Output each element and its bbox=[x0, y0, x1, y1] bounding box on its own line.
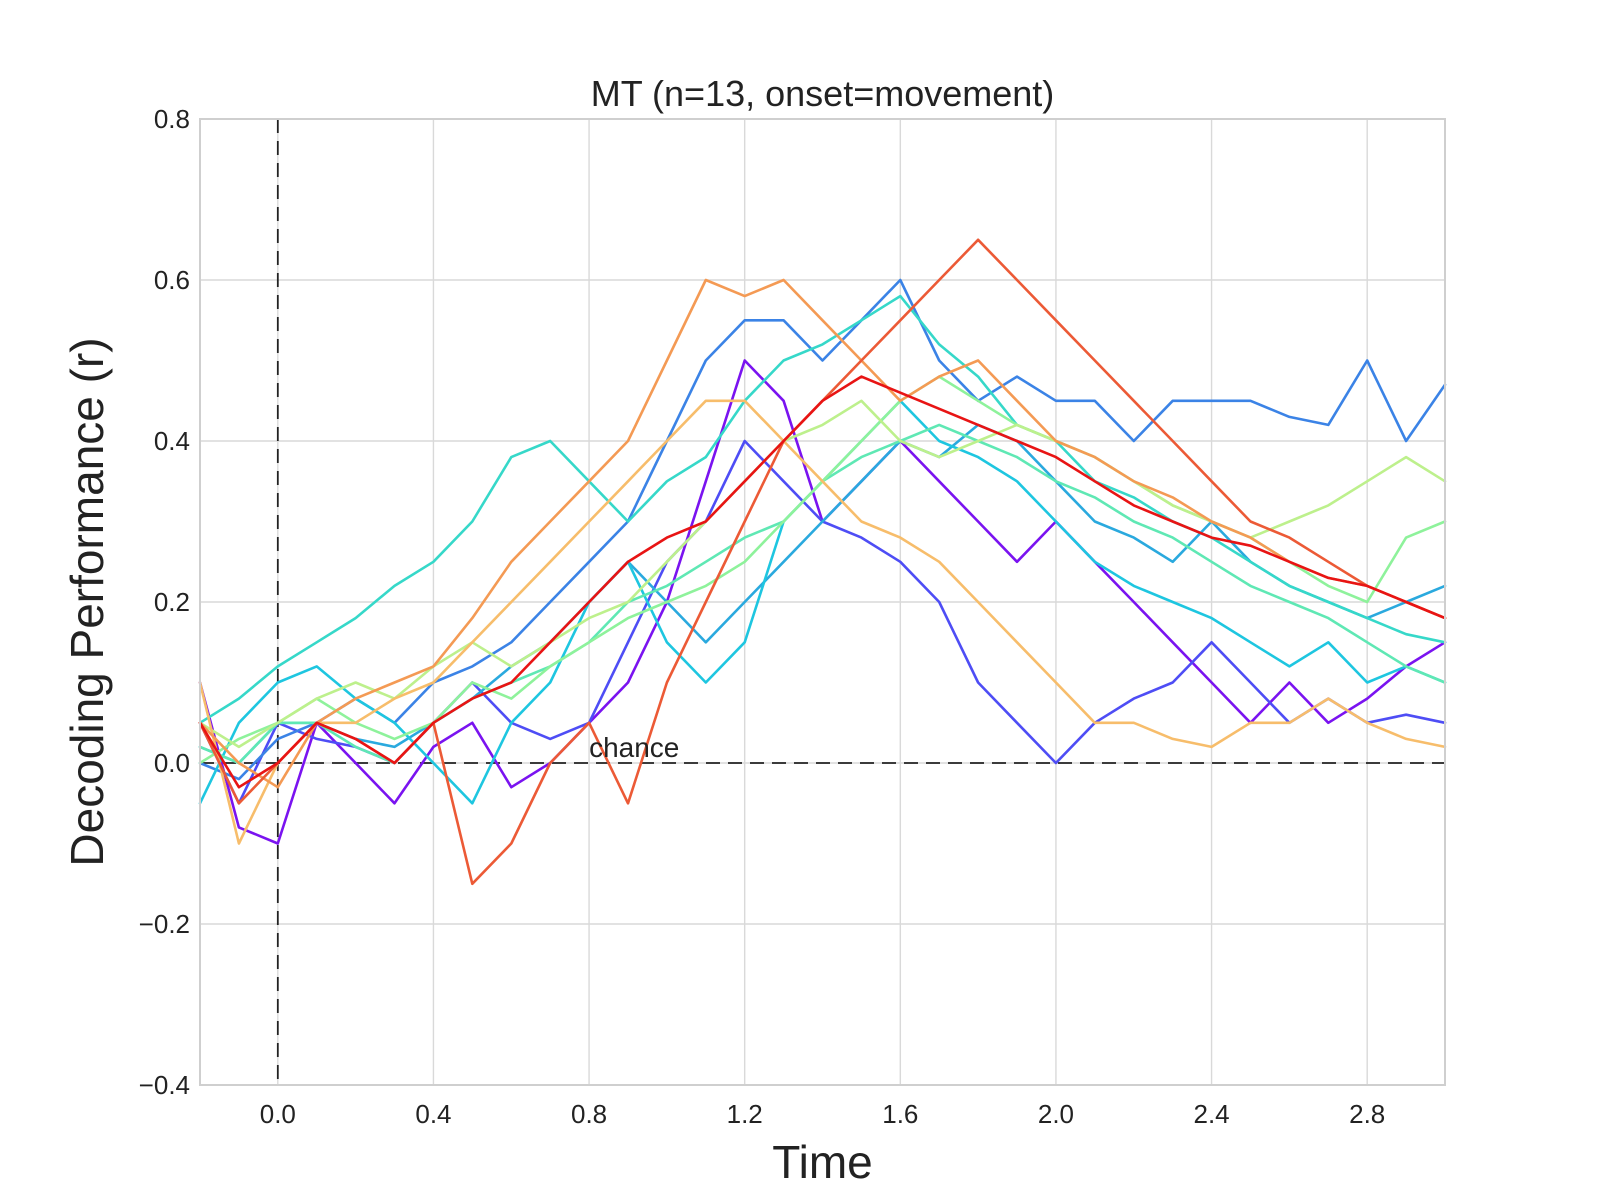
y-tick-label: 0.0 bbox=[154, 748, 190, 778]
x-tick-label: 2.0 bbox=[1038, 1099, 1074, 1129]
chance-annotation: chance bbox=[589, 732, 679, 763]
series-lines bbox=[198, 238, 1447, 886]
x-tick-label: 1.2 bbox=[727, 1099, 763, 1129]
x-tick-labels: 0.0 0.4 0.8 1.2 1.6 2.0 2.4 2.8 bbox=[260, 1099, 1386, 1129]
chart-title: MT (n=13, onset=movement) bbox=[591, 73, 1055, 114]
y-tick-labels: −0.4 −0.2 0.0 0.2 0.4 0.6 0.8 bbox=[139, 104, 190, 1100]
series-line-12 bbox=[198, 238, 1447, 886]
x-axis-title: Time bbox=[772, 1136, 873, 1188]
y-tick-label: 0.8 bbox=[154, 104, 190, 134]
series-line-6 bbox=[198, 294, 1447, 725]
y-tick-label: 0.4 bbox=[154, 426, 190, 456]
plot-frame bbox=[199, 118, 1446, 1086]
y-tick-label: 0.6 bbox=[154, 265, 190, 295]
series-line-11 bbox=[198, 278, 1447, 789]
series-line-8 bbox=[198, 375, 1447, 765]
x-tick-label: 2.4 bbox=[1193, 1099, 1229, 1129]
series-line-13 bbox=[198, 375, 1447, 789]
series-line-2 bbox=[198, 439, 1447, 805]
grid-lines bbox=[200, 118, 1445, 1086]
x-tick-label: 0.8 bbox=[571, 1099, 607, 1129]
reference-lines bbox=[200, 119, 1445, 1085]
series-line-3 bbox=[198, 278, 1447, 781]
x-tick-label: 1.6 bbox=[882, 1099, 918, 1129]
x-tick-label: 2.8 bbox=[1349, 1099, 1385, 1129]
x-tick-label: 0.0 bbox=[260, 1099, 296, 1129]
series-line-9 bbox=[198, 399, 1447, 749]
x-tick-label: 0.4 bbox=[415, 1099, 451, 1129]
y-tick-label: −0.2 bbox=[139, 909, 190, 939]
y-tick-label: −0.4 bbox=[139, 1070, 190, 1100]
y-axis-title: Decoding Performance (r) bbox=[61, 337, 113, 866]
series-line-10 bbox=[198, 399, 1447, 845]
y-tick-label: 0.2 bbox=[154, 587, 190, 617]
series-line-4 bbox=[198, 423, 1447, 765]
